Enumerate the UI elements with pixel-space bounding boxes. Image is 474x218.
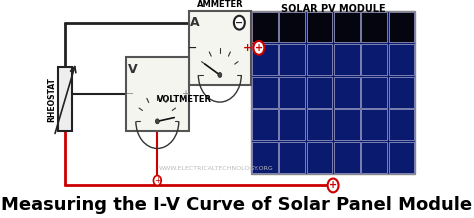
Circle shape [328,179,338,192]
Bar [307,12,332,43]
Circle shape [234,16,245,30]
Text: WWW.ELECTRICALTECHNOLOGY.ORG: WWW.ELECTRICALTECHNOLOGY.ORG [158,166,273,171]
Bar [334,142,360,173]
Bar [361,44,387,75]
Bar [334,77,360,107]
Bar [334,12,360,43]
Bar [389,44,414,75]
Bar [361,142,387,173]
Text: +: + [243,43,252,53]
Bar [58,67,72,131]
Bar [361,77,387,107]
Bar [252,109,278,140]
Bar [279,77,305,107]
Text: +: + [255,43,263,53]
Circle shape [154,175,161,186]
Bar [279,109,305,140]
Bar [389,77,414,107]
Bar [334,109,360,140]
Bar [279,44,305,75]
Text: RHEOSTAT: RHEOSTAT [47,77,56,122]
Text: −: − [235,18,244,28]
Bar [307,44,332,75]
Text: AMMETER: AMMETER [197,0,243,9]
Bar [252,77,278,107]
Bar [251,11,415,174]
Text: −: − [126,89,134,99]
Bar [279,12,305,43]
Bar [252,142,278,173]
Bar [389,109,414,140]
Text: +: + [329,181,337,191]
Bar [361,109,387,140]
Bar [389,142,414,173]
Bar [252,12,278,43]
Bar [252,44,278,75]
Bar [307,109,332,140]
Text: −: − [188,43,197,53]
Circle shape [254,41,264,55]
Circle shape [155,119,159,124]
Text: A: A [190,16,200,29]
Bar [334,44,360,75]
Text: SOLAR PV MODULE: SOLAR PV MODULE [281,4,385,14]
Bar [307,77,332,107]
Bar [389,12,414,43]
Text: Measuring the I-V Curve of Solar Panel Module: Measuring the I-V Curve of Solar Panel M… [1,196,473,214]
Bar [279,142,305,173]
Bar [361,12,387,43]
Bar [307,142,332,173]
Text: +: + [181,89,189,99]
Bar [126,57,189,131]
Text: +: + [154,176,161,185]
Circle shape [218,73,222,77]
Text: VOLTMETER: VOLTMETER [157,95,212,104]
Bar [189,11,251,85]
Text: V: V [128,63,137,76]
